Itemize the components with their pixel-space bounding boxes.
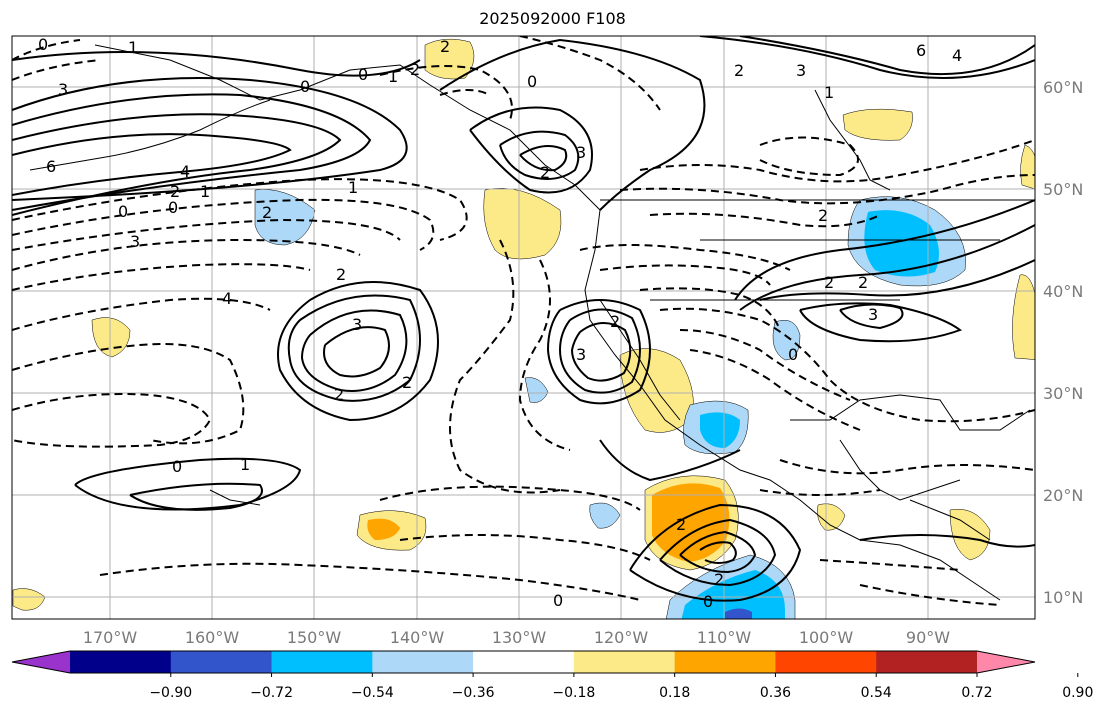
contour-label: 2	[402, 373, 412, 392]
colorbar-tick-label: 0.72	[961, 685, 992, 701]
colorbar-swatch	[674, 651, 776, 673]
contour-label: 2	[170, 182, 180, 201]
longitude-labels: 170°W 160°W 150°W 140°W 130°W 120°W 110°…	[83, 628, 950, 647]
contour-label: 0	[118, 202, 128, 221]
contour-label: 2	[858, 273, 868, 292]
colorbar-tick-label: −0.72	[250, 685, 293, 701]
contour-label: 3	[576, 143, 586, 162]
colorbar-tick-label: 0.54	[861, 685, 892, 701]
contour-label: 2	[540, 163, 550, 182]
colorbar-swatch	[70, 651, 172, 673]
colorbar-tick-label: −0.18	[552, 685, 595, 701]
contour-label: 2	[334, 385, 344, 404]
lat-tick-label: 30°N	[1043, 384, 1083, 403]
dashed-contours	[12, 36, 1035, 606]
lat-tick-label: 10°N	[1043, 588, 1083, 607]
colorbar-swatch	[876, 651, 978, 673]
colorbar-tick-label: 0.18	[659, 685, 690, 701]
contour-label: 3	[868, 305, 878, 324]
contour-label: 1	[824, 83, 834, 102]
colorbar-swatch	[170, 651, 273, 673]
lon-tick-label: 90°W	[906, 628, 950, 647]
colorbar-tick-label: −0.36	[452, 685, 495, 701]
contour-label: 0	[553, 591, 563, 610]
contour-label: 2	[336, 265, 346, 284]
colorbar-tick-label: 0.90	[1062, 685, 1093, 701]
colorbar-outline	[11, 650, 1036, 674]
map-title: 2025092000 F108	[479, 9, 626, 28]
lon-tick-label: 140°W	[390, 628, 445, 647]
contour-label: 0	[38, 35, 48, 54]
contour-label: 6	[916, 41, 926, 60]
contour-label: 1	[128, 38, 138, 57]
anomaly-shading	[12, 38, 1035, 619]
contour-label: 2	[714, 570, 724, 589]
contour-label: 2	[610, 312, 620, 331]
contour-label: 2	[734, 61, 744, 80]
colorbar-labels: −0.90 −0.72 −0.54 −0.36 −0.18 0.18 0.36 0.54 0.7…	[149, 673, 1093, 701]
latitude-labels: 60°N 50°N 40°N 30°N 20°N 10°N	[1043, 78, 1083, 607]
lat-tick-label: 40°N	[1043, 282, 1083, 301]
colorbar-tick-label: −0.54	[351, 685, 394, 701]
contour-label: 1	[388, 67, 398, 86]
contour-label: 1	[240, 455, 250, 474]
contour-label: 2	[262, 203, 272, 222]
lon-tick-label: 120°W	[594, 628, 649, 647]
lat-tick-label: 50°N	[1043, 180, 1083, 199]
lon-tick-label: 110°W	[697, 628, 752, 647]
contour-label: 0	[527, 72, 537, 91]
colorbar-swatch	[473, 651, 575, 673]
contour-label: 3	[352, 315, 362, 334]
contour-label: 2	[824, 273, 834, 292]
colorbar-swatch	[573, 651, 676, 673]
map-frame	[11, 35, 1036, 620]
contour-labels: 0 1 3 6 4 2 1 0 0 3 2 4 2 1 3 2 2 0 1 3 …	[38, 35, 962, 611]
lat-tick-label: 20°N	[1043, 486, 1083, 505]
contour-label: 0	[788, 345, 798, 364]
contour-label: 0	[703, 592, 713, 611]
contour-label: 4	[180, 162, 190, 181]
contour-label: 2	[676, 515, 686, 534]
contour-label: 2	[440, 37, 450, 56]
colorbar-tick-label: 0.36	[760, 685, 791, 701]
contour-label: 4	[222, 289, 232, 308]
graticule	[12, 36, 1035, 619]
contour-label: 2	[410, 60, 420, 79]
colorbar-extend-low	[12, 651, 70, 673]
contour-label: 0	[172, 457, 182, 476]
contour-label: 2	[818, 206, 828, 225]
contour-label: 4	[952, 46, 962, 65]
colorbar	[11, 650, 1036, 674]
lon-tick-label: 150°W	[287, 628, 342, 647]
solid-contours	[12, 36, 1035, 602]
contour-label: 0	[168, 198, 178, 217]
contour-label: 0	[300, 77, 310, 96]
colorbar-extend-high	[977, 651, 1035, 673]
lon-tick-label: 130°W	[492, 628, 547, 647]
contour-label: 3	[58, 80, 68, 99]
lon-tick-label: 100°W	[799, 628, 854, 647]
colorbar-swatch	[372, 651, 474, 673]
contour-label: 1	[200, 182, 210, 201]
contour-label: 0	[358, 65, 368, 84]
colorbar-tick-label: −0.90	[149, 685, 192, 701]
contour-label: 3	[130, 232, 140, 251]
contour-label: 1	[348, 178, 358, 197]
lon-tick-label: 170°W	[83, 628, 138, 647]
contour-label: 3	[796, 61, 806, 80]
colorbar-swatch	[775, 651, 877, 673]
lat-tick-label: 60°N	[1043, 78, 1083, 97]
colorbar-swatch	[271, 651, 373, 673]
coastlines	[29, 44, 1035, 601]
lon-tick-label: 160°W	[185, 628, 240, 647]
contour-label: 3	[576, 345, 586, 364]
contour-label: 6	[46, 157, 56, 176]
